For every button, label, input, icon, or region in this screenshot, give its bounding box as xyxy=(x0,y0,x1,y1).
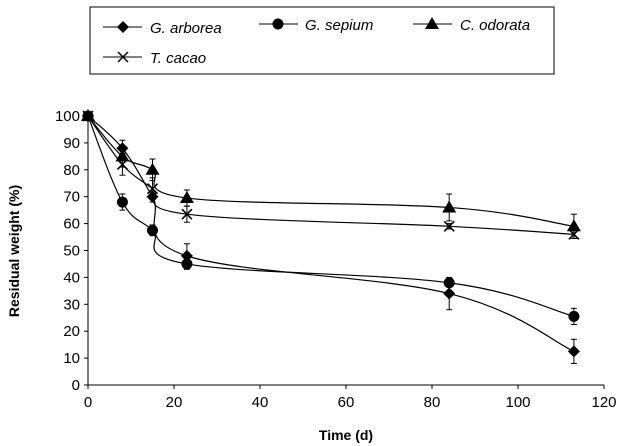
series-line xyxy=(87,115,574,227)
data-point xyxy=(443,287,456,300)
y-tick-label: 40 xyxy=(63,269,80,286)
data-point xyxy=(181,208,193,220)
data-point xyxy=(116,196,128,208)
x-ticks: 0 20 40 60 80 100 120 xyxy=(84,385,617,411)
series-line xyxy=(87,115,575,317)
x-tick-label: 20 xyxy=(166,394,183,411)
x-tick-label: 80 xyxy=(424,394,441,411)
y-tick-label: 90 xyxy=(63,135,80,152)
series-c-odorata xyxy=(81,109,581,239)
data-point xyxy=(146,183,159,195)
series-line xyxy=(87,115,574,235)
y-tick-label: 70 xyxy=(63,189,80,206)
y-tick-label: 20 xyxy=(63,323,80,340)
data-point xyxy=(567,345,580,358)
legend-marker-circle xyxy=(272,18,284,30)
legend-marker-x xyxy=(117,51,129,63)
data-point xyxy=(116,158,128,170)
data-point xyxy=(179,191,194,204)
data-point xyxy=(443,277,455,289)
data-point xyxy=(181,258,193,270)
legend: G. arborea G. sepium C. odorata T. cacao xyxy=(89,6,555,75)
data-point xyxy=(147,224,158,236)
legend-marker-triangle xyxy=(425,17,439,29)
x-tick-label: 60 xyxy=(338,394,355,411)
y-axis-title: Residual weight (%) xyxy=(6,185,22,317)
legend-label-g-arborea: G. arborea xyxy=(150,20,222,37)
x-tick-label: 100 xyxy=(505,394,530,411)
y-tick-label: 50 xyxy=(63,243,80,260)
legend-item-g-sepium: G. sepium xyxy=(259,17,373,34)
y-tick-label: 100 xyxy=(55,108,80,125)
y-tick-label: 60 xyxy=(63,216,80,233)
series-g-arborea xyxy=(82,110,580,364)
data-point xyxy=(443,220,455,232)
legend-label-g-sepium: G. sepium xyxy=(305,17,373,34)
legend-label-t-cacao: T. cacao xyxy=(150,50,206,67)
y-tick-label: 30 xyxy=(63,296,80,313)
y-tick-label: 0 xyxy=(72,377,80,394)
data-point xyxy=(568,228,580,240)
legend-label-c-odorata: C. odorata xyxy=(460,17,530,34)
x-tick-label: 120 xyxy=(591,394,616,411)
data-point xyxy=(145,162,160,175)
legend-item-c-odorata: C. odorata xyxy=(413,17,530,34)
y-ticks: 0 10 20 30 40 50 60 70 80 90 100 xyxy=(55,108,88,394)
data-point xyxy=(568,310,580,322)
data-point xyxy=(442,200,457,213)
axes xyxy=(87,116,604,386)
series-g-sepium xyxy=(82,110,580,325)
x-tick-label: 40 xyxy=(252,394,269,411)
plot-area xyxy=(81,109,581,364)
y-tick-label: 10 xyxy=(63,350,80,367)
x-axis-title: Time (d) xyxy=(319,427,373,443)
data-point xyxy=(82,110,94,122)
x-tick-label: 0 xyxy=(84,394,92,411)
legend-item-g-arborea: G. arborea xyxy=(103,20,222,37)
y-tick-label: 80 xyxy=(63,162,80,179)
legend-marker-diamond xyxy=(117,21,129,33)
series-line xyxy=(87,115,575,352)
data-point xyxy=(566,219,581,232)
legend-box xyxy=(89,6,555,75)
series-t-cacao xyxy=(82,110,580,240)
legend-item-t-cacao: T. cacao xyxy=(103,50,206,67)
